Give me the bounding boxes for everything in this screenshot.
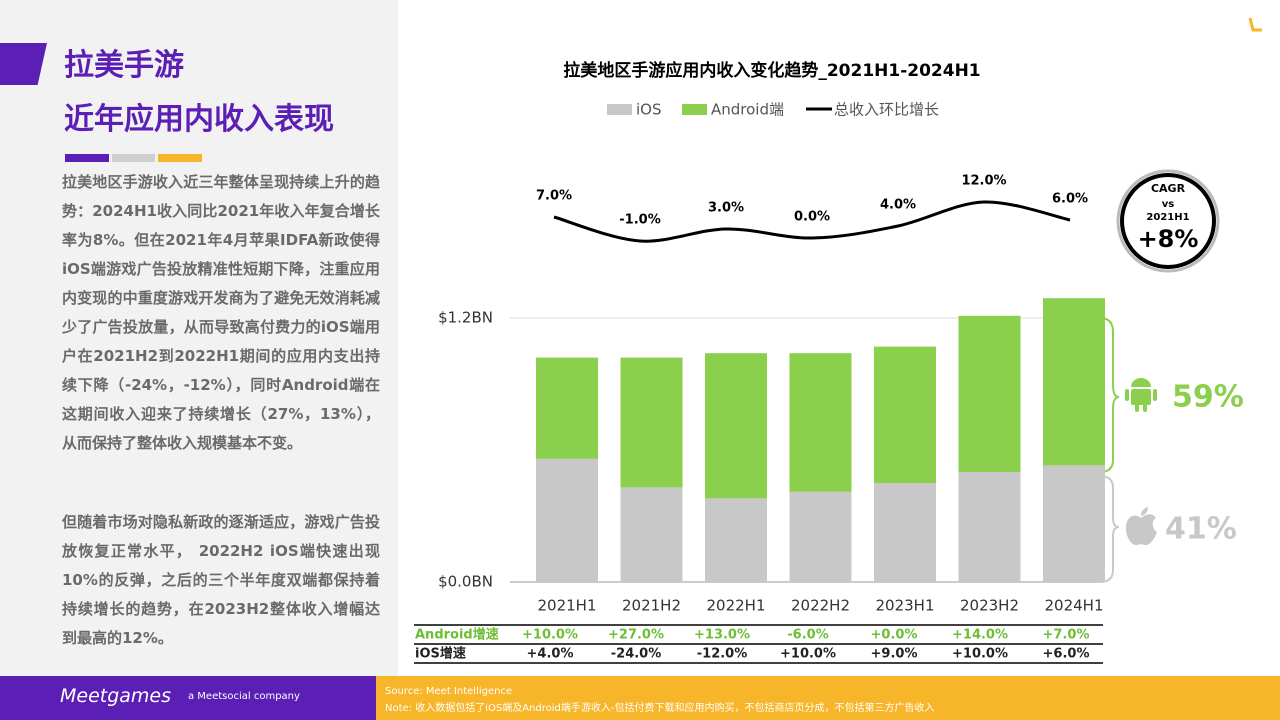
data-label: 0.0% bbox=[794, 210, 830, 225]
table-cell: +27.0% bbox=[608, 628, 664, 643]
table-cell: -6.0% bbox=[787, 628, 828, 643]
cagr-text: vs bbox=[1162, 199, 1175, 210]
bar bbox=[705, 353, 767, 499]
table-cell: +4.0% bbox=[527, 647, 574, 662]
bar bbox=[1043, 298, 1105, 466]
footer-brand bbox=[0, 676, 376, 720]
bar bbox=[705, 498, 767, 582]
table-cell: +14.0% bbox=[952, 628, 1008, 643]
bar bbox=[874, 346, 936, 483]
data-label: -1.0% bbox=[619, 213, 660, 228]
paragraph: 但随着市场对隐私新政的逐渐适应，游戏广告投放恢复正常水平， 2022H2 iOS… bbox=[62, 513, 380, 647]
data-label: 3.0% bbox=[708, 201, 744, 216]
data-label: 12.0% bbox=[961, 174, 1006, 189]
bar bbox=[958, 315, 1021, 472]
bar-accent bbox=[65, 154, 109, 162]
data-label: 7.0% bbox=[536, 189, 572, 204]
x-tick-label: 2022H1 bbox=[707, 597, 766, 615]
bar bbox=[620, 487, 683, 582]
chart-title: 拉美地区手游应用内收入变化趋势_2021H1-2024H1 bbox=[563, 60, 980, 81]
legend-label: 总收入环比增长 bbox=[834, 101, 939, 119]
row-label: iOS增速 bbox=[415, 646, 466, 662]
paragraph: 拉美地区手游收入近三年整体呈现持续上升的趋势：2024H1收入同比2021年收入… bbox=[62, 173, 380, 452]
line bbox=[553, 200, 1071, 243]
bar-accent bbox=[158, 154, 202, 162]
logo: Meetgames bbox=[60, 685, 172, 707]
brace bbox=[1099, 475, 1120, 583]
share-label: 59% bbox=[1172, 380, 1244, 415]
data-label: 6.0% bbox=[1052, 192, 1088, 207]
table-cell: -24.0% bbox=[611, 647, 662, 662]
table-cell: +10.0% bbox=[522, 628, 578, 643]
legend-label: Android端 bbox=[711, 101, 784, 119]
data-label: 4.0% bbox=[880, 198, 916, 213]
legend-label: iOS bbox=[636, 101, 662, 119]
y-tick-label: $1.2BN bbox=[438, 309, 493, 327]
table-cell: +7.0% bbox=[1043, 628, 1090, 643]
table-cell: +13.0% bbox=[694, 628, 750, 643]
bar-accent bbox=[112, 154, 155, 162]
title: 近年应用内收入表现 bbox=[64, 102, 334, 137]
apple-icon bbox=[1125, 507, 1157, 546]
table-cell: +10.0% bbox=[780, 647, 836, 662]
cagr-badge bbox=[1120, 173, 1216, 269]
bar bbox=[536, 458, 598, 582]
tagline: a Meetsocial company bbox=[188, 691, 300, 702]
source: Source: Meet Intelligence bbox=[385, 686, 513, 697]
android-icon bbox=[1125, 378, 1157, 412]
share-label: 41% bbox=[1165, 512, 1237, 547]
cagr-text: CAGR bbox=[1151, 182, 1186, 195]
bar bbox=[536, 357, 598, 459]
legend-swatch bbox=[607, 104, 632, 115]
table-cell: +6.0% bbox=[1043, 647, 1090, 662]
cagr-text: 2021H1 bbox=[1146, 212, 1189, 223]
table-cell: -12.0% bbox=[697, 647, 748, 662]
row-label: Android增速 bbox=[415, 627, 499, 643]
x-tick-label: 2021H2 bbox=[622, 597, 681, 615]
bar bbox=[789, 353, 852, 492]
note: Note: 收入数据包括了iOS端及Android端手游收入-包括付费下载和应用… bbox=[385, 703, 935, 714]
x-tick-label: 2022H2 bbox=[791, 597, 850, 615]
bar bbox=[958, 472, 1021, 582]
table-cell: +9.0% bbox=[871, 647, 918, 662]
legend-swatch bbox=[682, 104, 707, 115]
title: 拉美手游 bbox=[64, 48, 184, 83]
x-tick-label: 2024H1 bbox=[1045, 597, 1104, 615]
bar bbox=[620, 357, 683, 488]
x-tick-label: 2023H2 bbox=[960, 597, 1019, 615]
x-tick-label: 2021H1 bbox=[538, 597, 597, 615]
bar bbox=[789, 491, 852, 582]
table-cell: +0.0% bbox=[871, 628, 918, 643]
brace bbox=[1099, 317, 1120, 473]
left-panel bbox=[0, 0, 398, 676]
y-tick-label: $0.0BN bbox=[438, 573, 493, 591]
x-tick-label: 2023H1 bbox=[876, 597, 935, 615]
bar bbox=[874, 483, 936, 582]
corner-logo bbox=[1248, 17, 1262, 32]
bar bbox=[1043, 465, 1105, 582]
cagr-value: +8% bbox=[1138, 225, 1199, 253]
table-cell: +10.0% bbox=[952, 647, 1008, 662]
